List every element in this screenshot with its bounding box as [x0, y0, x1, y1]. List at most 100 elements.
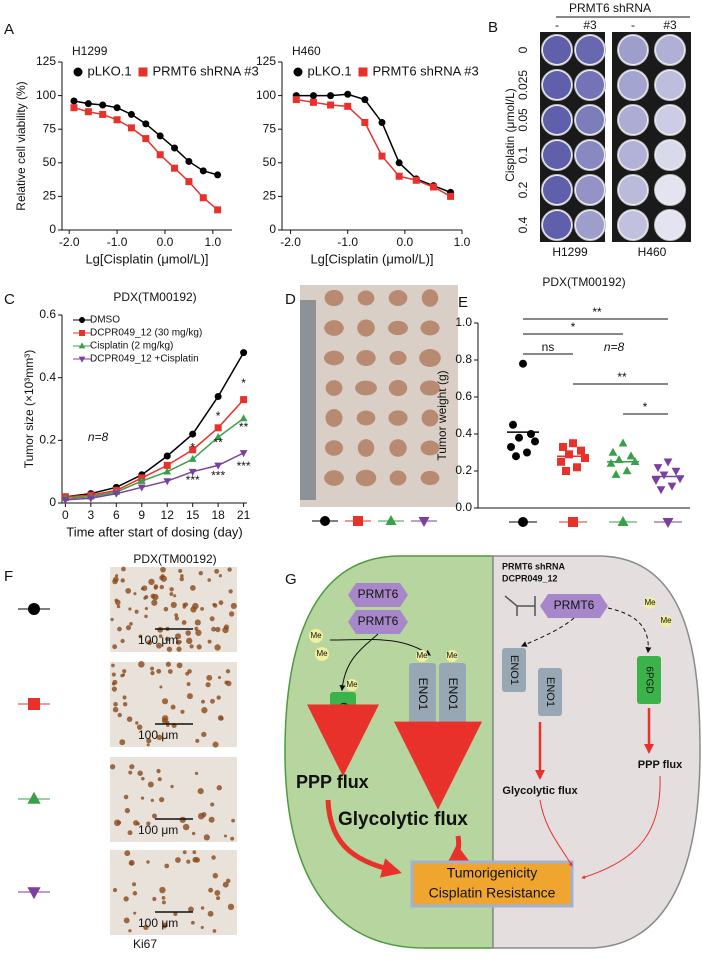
plate	[654, 139, 686, 171]
stained-nucleus	[225, 878, 231, 884]
plate	[617, 209, 649, 241]
point	[531, 437, 539, 446]
point	[581, 454, 589, 463]
6pgd-node	[637, 656, 661, 704]
point	[78, 356, 86, 363]
panel-label: G	[285, 571, 297, 588]
x-tick-label: 0	[62, 508, 69, 522]
stained-nucleus	[152, 896, 157, 902]
point	[515, 433, 523, 442]
stained-nucleus	[216, 896, 221, 901]
tumor	[357, 439, 375, 457]
tumor	[421, 289, 439, 307]
stained-nucleus	[165, 661, 172, 667]
y-tick-label: 1.0	[455, 315, 472, 329]
y-tick-label: 0.0	[455, 500, 472, 514]
stained-nucleus	[134, 609, 139, 614]
stained-nucleus	[161, 900, 166, 905]
point	[527, 430, 535, 438]
row-label: 0.1	[516, 146, 530, 163]
chart-title: PDX(TM00192)	[542, 275, 625, 289]
stained-nucleus	[146, 821, 151, 826]
series-line	[296, 93, 451, 194]
point	[577, 446, 585, 455]
point	[509, 420, 517, 429]
stained-nucleus	[158, 634, 163, 639]
stained-nucleus	[222, 626, 229, 634]
stained-nucleus	[144, 595, 149, 599]
stained-nucleus	[167, 669, 173, 674]
point	[199, 194, 207, 202]
me-label: Me	[310, 631, 322, 640]
stained-nucleus	[218, 676, 222, 680]
colonies	[543, 106, 571, 134]
node-label: ENO1	[508, 655, 520, 685]
diagram: PRMT6 PRMT6 Me Me Me Me Me 6PGD ENO1 ENO…	[284, 555, 701, 949]
colonies	[656, 71, 684, 99]
point	[327, 92, 335, 100]
stained-nucleus	[129, 622, 133, 626]
stained-nucleus	[194, 857, 200, 863]
stained-nucleus	[216, 785, 222, 791]
stained-nucleus	[144, 606, 149, 611]
annotation: n=8	[88, 430, 109, 444]
stained-nucleus	[151, 813, 157, 819]
flux-arrow	[581, 775, 661, 879]
panel-label: B	[488, 19, 498, 36]
point	[156, 132, 164, 140]
stained-nucleus	[166, 646, 173, 652]
stained-nucleus	[115, 574, 119, 578]
stained-nucleus	[225, 680, 232, 687]
plate	[574, 209, 606, 241]
x-tick-label: -2.0	[280, 235, 301, 249]
tumor	[389, 350, 407, 366]
ihc-image	[110, 662, 237, 747]
stained-nucleus	[111, 663, 115, 668]
point	[518, 517, 528, 527]
stained-nucleus	[162, 698, 169, 705]
stained-nucleus	[203, 834, 210, 841]
point	[573, 463, 581, 472]
stained-nucleus	[179, 576, 184, 582]
annotation: **	[213, 436, 223, 450]
point	[344, 102, 352, 110]
stained-nucleus	[159, 584, 165, 590]
y-tick-label: 100	[36, 88, 56, 102]
plates	[540, 32, 691, 242]
stained-nucleus	[227, 903, 235, 911]
y-label: Tumor weight (g)	[435, 370, 449, 460]
point	[28, 698, 40, 710]
annotation: n=8	[604, 340, 625, 354]
stained-nucleus	[125, 625, 132, 631]
arrow	[520, 617, 575, 647]
stained-nucleus	[201, 707, 208, 714]
stained-nucleus	[217, 715, 224, 721]
stained-nucleus	[144, 614, 148, 619]
stained-nucleus	[198, 571, 203, 576]
point	[137, 476, 146, 484]
stained-nucleus	[175, 857, 181, 863]
node-label: 2-PG	[408, 727, 432, 738]
point	[395, 159, 403, 167]
scale-label: 100 μm	[138, 633, 178, 647]
ruler	[300, 300, 316, 500]
stained-nucleus	[230, 836, 235, 841]
y-tick-label: 0.6	[39, 307, 56, 321]
scale-label: 100 μm	[138, 823, 178, 837]
stained-nucleus	[120, 638, 125, 644]
stained-nucleus	[210, 698, 215, 704]
point	[70, 97, 78, 105]
caption: Ki67	[133, 937, 157, 951]
stained-nucleus	[156, 768, 161, 774]
y-tick-label: 0	[49, 495, 56, 509]
stained-nucleus	[160, 574, 165, 578]
y-tick-label: 0.2	[39, 433, 56, 447]
node-label: 2-PG	[443, 727, 467, 738]
node-label: 6PGD	[337, 702, 348, 729]
stained-nucleus	[146, 738, 152, 744]
node-label: ENO1	[446, 678, 460, 711]
point	[395, 172, 403, 180]
stained-nucleus	[207, 578, 212, 582]
stained-nucleus	[159, 886, 166, 894]
point	[214, 206, 222, 214]
